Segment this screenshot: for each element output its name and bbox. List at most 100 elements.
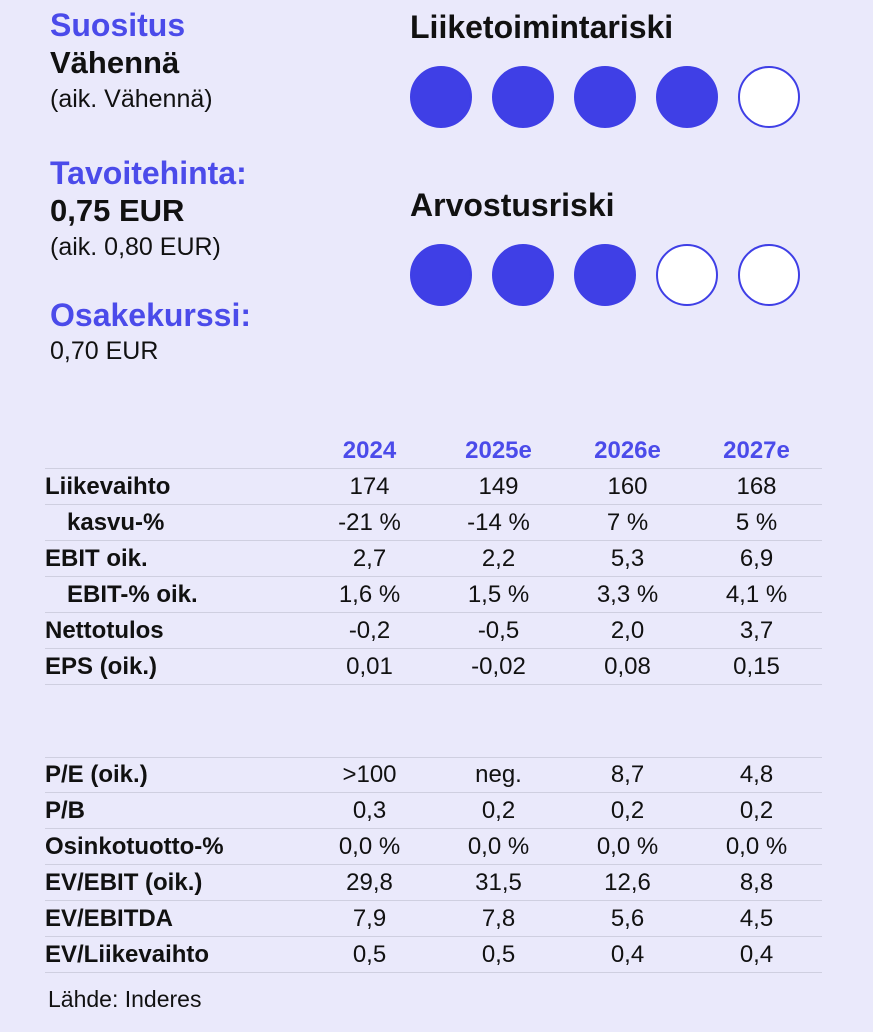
row-label: EV/Liikevaihto	[45, 940, 210, 968]
row-label: Liikevaihto	[45, 472, 171, 500]
row-label: P/E (oik.)	[45, 761, 148, 788]
row-value: 8,7	[610, 761, 645, 788]
row-value: 2,7	[352, 544, 387, 572]
row-value: 0,0 %	[467, 832, 530, 860]
financials-table: 2024 2025e 2026e 2027e Liikevaihto 174 149 160 1…	[45, 433, 822, 685]
row-value: -0,2	[348, 616, 391, 644]
row-value: 0,0 %	[596, 832, 659, 860]
row-label: P/B	[45, 796, 86, 824]
share-price-value: 0,70 EUR	[50, 337, 159, 365]
row-value: 8,8	[739, 868, 774, 896]
table-row: EBIT-% oik. 1,6 % 1,5 % 3,3 % 4,1 %	[45, 577, 822, 613]
row-value: -0,02	[471, 652, 526, 680]
row-value: -0,5	[477, 616, 520, 644]
row-value: -14 %	[467, 508, 530, 536]
row-value: 1,5 %	[467, 580, 530, 608]
share-price-block: Osakekurssi: 0,70 EUR	[50, 296, 251, 368]
target-price-previous: (aik. 0,80 EUR)	[50, 233, 221, 261]
table-row: Osinkotuotto-% 0,0 % 0,0 % 0,0 % 0,0 %	[45, 829, 822, 865]
business-risk-dot-filled	[492, 66, 554, 128]
recommendation-value: Vähennä	[50, 45, 180, 80]
valuation-risk-dot-filled	[492, 244, 554, 306]
row-label: kasvu-%	[67, 508, 165, 536]
row-value: 0,2	[481, 796, 516, 824]
row-value: 0,4	[610, 940, 645, 968]
business-risk-dot-filled	[656, 66, 718, 128]
table-row: EPS (oik.) 0,01 -0,02 0,08 0,15	[45, 649, 822, 685]
row-value: -21 %	[338, 508, 401, 536]
table-row: EV/EBITDA 7,9 7,8 5,6 4,5	[45, 901, 822, 937]
year-header: 2026e	[594, 436, 661, 464]
row-value: 7,8	[481, 904, 516, 932]
table-row: EBIT oik. 2,7 2,2 5,3 6,9	[45, 541, 822, 577]
valuation-risk-dot-empty	[738, 244, 800, 306]
row-value: 5,3	[610, 544, 645, 572]
row-value: 2,0	[610, 616, 645, 644]
row-value: 3,7	[739, 616, 774, 644]
row-label: Nettotulos	[45, 616, 164, 644]
recommendation-previous: (aik. Vähennä)	[50, 85, 213, 113]
row-value: 0,2	[739, 796, 774, 824]
row-label: EPS (oik.)	[45, 652, 158, 680]
valuation-risk-meter	[410, 244, 800, 306]
table-row: Nettotulos -0,2 -0,5 2,0 3,7	[45, 613, 822, 649]
target-price-value: 0,75 EUR	[50, 193, 185, 228]
row-value: 0,5	[352, 940, 387, 968]
row-value: 0,08	[604, 652, 651, 680]
valuation-risk-dot-filled	[410, 244, 472, 306]
row-label: EV/EBIT (oik.)	[45, 868, 203, 896]
row-value: 149	[478, 472, 519, 500]
table-row: kasvu-% -21 % -14 % 7 % 5 %	[45, 505, 822, 541]
row-value: 168	[736, 472, 777, 500]
business-risk-meter	[410, 66, 800, 128]
business-risk-dot-filled	[410, 66, 472, 128]
row-value: 0,0 %	[338, 832, 401, 860]
row-value: 0,15	[733, 652, 780, 680]
year-header: 2024	[342, 436, 397, 464]
row-value: 29,8	[346, 868, 393, 896]
table-row: Liikevaihto 174 149 160 168	[45, 469, 822, 505]
valuation-risk-title: Arvostusriski	[410, 187, 615, 223]
source-note: Lähde: Inderes	[48, 986, 202, 1012]
row-label: EV/EBITDA	[45, 904, 174, 932]
row-label: Osinkotuotto-%	[45, 832, 224, 860]
row-value: 7 %	[606, 508, 649, 536]
row-label: EBIT oik.	[45, 544, 148, 572]
row-value: 6,9	[739, 544, 774, 572]
row-value: neg.	[475, 761, 522, 788]
year-header: 2027e	[723, 436, 790, 464]
target-price-label: Tavoitehinta:	[50, 155, 247, 191]
row-value: 0,4	[739, 940, 774, 968]
row-value: 0,0 %	[725, 832, 788, 860]
share-price-label: Osakekurssi:	[50, 297, 252, 333]
table-row: EV/Liikevaihto 0,5 0,5 0,4 0,4	[45, 937, 822, 973]
business-risk-block: Liiketoimintariski	[410, 8, 673, 46]
recommendation-label: Suositus	[50, 7, 186, 43]
valuation-table: P/E (oik.) >100 neg. 8,7 4,8 P/B 0,3 0,2 0,2 0,2 O…	[45, 757, 822, 973]
business-risk-title: Liiketoimintariski	[410, 9, 674, 45]
row-value: 0,3	[352, 796, 387, 824]
target-price-block: Tavoitehinta: 0,75 EUR (aik. 0,80 EUR)	[50, 154, 247, 264]
row-value: 4,8	[739, 761, 774, 788]
recommendation-block: Suositus Vähennä (aik. Vähennä)	[50, 6, 213, 116]
valuation-risk-dot-filled	[574, 244, 636, 306]
row-value: 0,2	[610, 796, 645, 824]
row-value: 1,6 %	[338, 580, 401, 608]
row-value: 0,5	[481, 940, 516, 968]
row-label: EBIT-% oik.	[67, 580, 198, 608]
valuation-risk-dot-empty	[656, 244, 718, 306]
table-row: EV/EBIT (oik.) 29,8 31,5 12,6 8,8	[45, 865, 822, 901]
table-row: P/B 0,3 0,2 0,2 0,2	[45, 793, 822, 829]
row-value: >100	[342, 761, 397, 788]
row-value: 4,1 %	[725, 580, 788, 608]
row-value: 12,6	[604, 868, 651, 896]
row-value: 2,2	[481, 544, 516, 572]
table-row: P/E (oik.) >100 neg. 8,7 4,8	[45, 757, 822, 793]
row-value: 7,9	[352, 904, 387, 932]
year-header: 2025e	[465, 436, 532, 464]
valuation-risk-block: Arvostusriski	[410, 186, 615, 224]
business-risk-dot-empty	[738, 66, 800, 128]
row-value: 31,5	[475, 868, 522, 896]
row-value: 5,6	[610, 904, 645, 932]
business-risk-dot-filled	[574, 66, 636, 128]
